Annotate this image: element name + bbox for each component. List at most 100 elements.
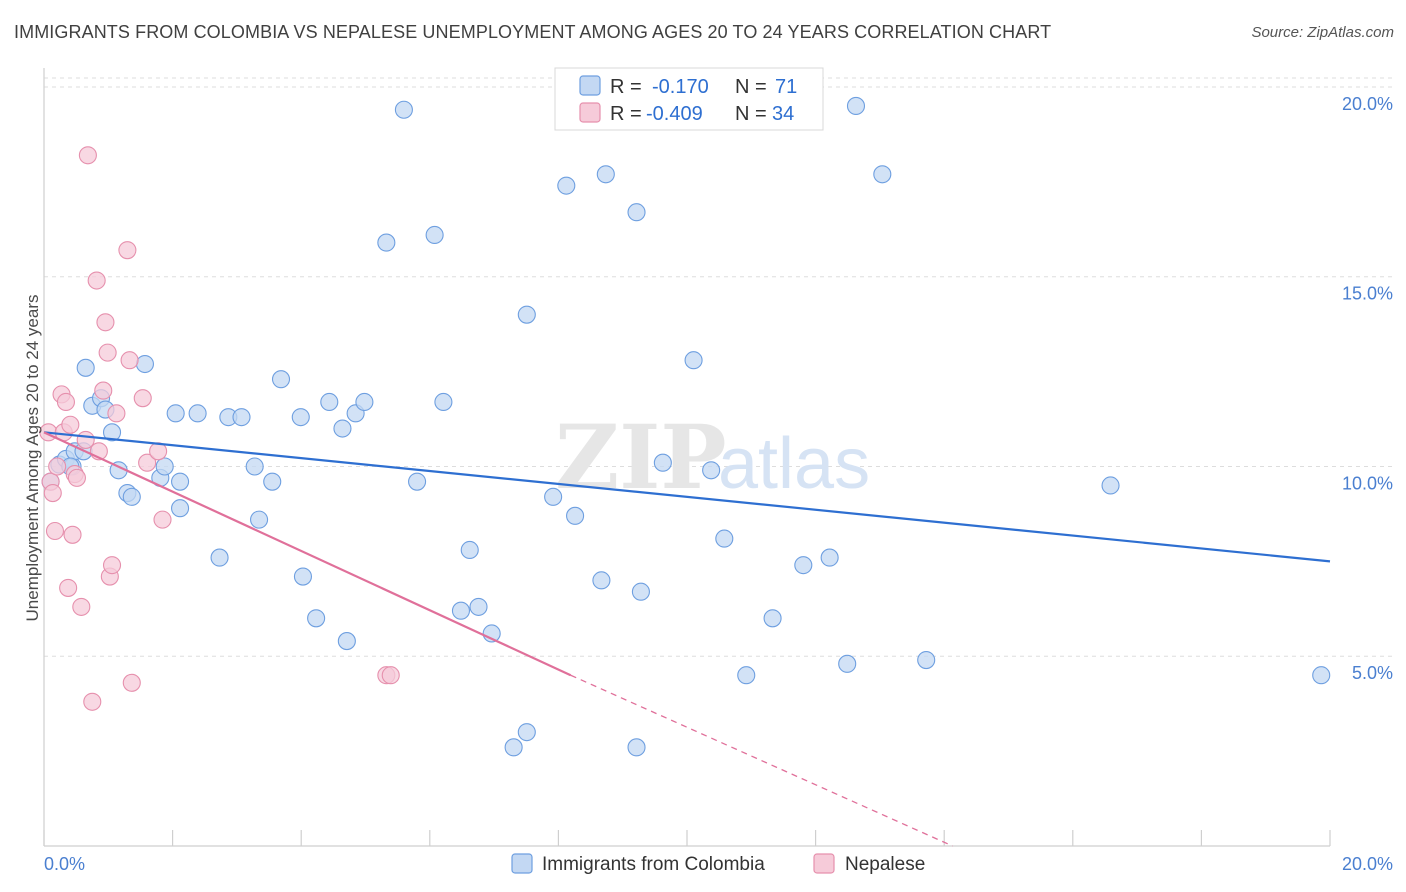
point-nepalese xyxy=(59,578,78,597)
trend-line-colombia xyxy=(43,431,1331,563)
point-nepalese xyxy=(96,313,115,332)
trend-lines xyxy=(43,431,1331,847)
correlation-legend: R = -0.170 N = 71 R = -0.409 N = 34 xyxy=(554,67,824,131)
point-nepalese xyxy=(67,468,86,487)
point-nepalese xyxy=(61,415,80,434)
bottom-legend-swatch-blue xyxy=(511,853,533,874)
point-colombia xyxy=(544,487,563,506)
point-colombia xyxy=(846,96,866,116)
bottom-legend-label-2: Nepalese xyxy=(845,854,925,875)
point-colombia xyxy=(820,548,839,567)
legend-r-label-1: R = xyxy=(610,76,642,98)
point-nepalese xyxy=(94,381,113,400)
point-colombia xyxy=(337,632,356,651)
point-colombia xyxy=(557,176,576,195)
point-nepalese xyxy=(78,146,97,165)
point-colombia xyxy=(232,408,251,427)
point-colombia xyxy=(627,738,646,757)
legend-r-value-2: -0.409 xyxy=(646,103,703,125)
point-colombia xyxy=(307,609,326,628)
point-colombia xyxy=(333,419,352,438)
point-colombia xyxy=(245,457,264,476)
point-colombia xyxy=(592,571,611,590)
point-colombia xyxy=(469,597,488,616)
watermark-zip: ZIP xyxy=(555,405,727,509)
point-colombia xyxy=(653,453,672,472)
point-nepalese xyxy=(153,510,172,529)
legend-n-label-2: N = xyxy=(735,103,767,125)
series-nepalese-points xyxy=(39,146,400,711)
point-colombia xyxy=(631,582,650,601)
point-colombia xyxy=(171,499,190,518)
point-nepalese xyxy=(45,521,65,541)
point-nepalese xyxy=(138,453,157,472)
y-tick-label: 5.0% xyxy=(1352,663,1393,683)
point-colombia xyxy=(702,461,721,480)
legend-r-value-1: -0.170 xyxy=(652,76,709,98)
point-nepalese xyxy=(83,692,102,711)
point-colombia xyxy=(434,392,453,412)
point-colombia xyxy=(627,203,646,222)
bottom-legend-swatch-pink xyxy=(813,853,835,874)
point-nepalese xyxy=(107,404,126,423)
legend-n-label-1: N = xyxy=(735,76,767,98)
watermark-atlas: atlas xyxy=(718,424,870,504)
point-nepalese xyxy=(122,673,141,692)
chart-title: IMMIGRANTS FROM COLOMBIA VS NEPALESE UNE… xyxy=(14,22,1052,42)
point-colombia xyxy=(135,354,154,374)
point-colombia xyxy=(504,738,523,757)
point-colombia xyxy=(408,472,427,491)
point-nepalese xyxy=(56,392,75,412)
point-nepalese xyxy=(120,351,139,370)
point-colombia xyxy=(1312,666,1331,685)
point-nepalese xyxy=(72,597,91,616)
point-nepalese xyxy=(43,484,62,503)
point-colombia xyxy=(263,472,282,491)
point-colombia xyxy=(838,654,857,673)
point-colombia xyxy=(377,233,396,252)
bottom-legend-label-1: Immigrants from Colombia xyxy=(542,854,765,875)
trend-line-nepalese-extension xyxy=(570,674,953,847)
x-tick-label-min: 0.0% xyxy=(44,854,85,874)
trend-line-nepalese xyxy=(43,431,572,677)
point-colombia xyxy=(102,423,122,442)
point-colombia xyxy=(166,404,185,423)
point-colombia xyxy=(566,506,585,525)
point-colombia xyxy=(425,225,444,245)
point-colombia xyxy=(188,404,207,423)
point-colombia xyxy=(794,556,813,575)
point-colombia xyxy=(293,567,313,586)
x-tick-label-max: 20.0% xyxy=(1342,854,1393,874)
point-nepalese xyxy=(48,457,67,476)
point-nepalese xyxy=(133,389,152,408)
point-colombia xyxy=(76,358,95,377)
point-colombia xyxy=(271,370,291,389)
point-colombia xyxy=(517,723,536,742)
point-colombia xyxy=(250,510,269,529)
source-label: Source: ZipAtlas.com xyxy=(1251,24,1394,41)
legend-swatch-pink xyxy=(579,102,601,123)
point-colombia xyxy=(171,472,190,491)
y-tick-label: 15.0% xyxy=(1342,284,1393,304)
point-colombia xyxy=(596,165,615,184)
point-colombia xyxy=(355,392,374,412)
point-nepalese xyxy=(98,343,117,362)
point-colombia xyxy=(715,529,734,548)
point-colombia xyxy=(517,305,536,324)
legend-n-value-2: 34 xyxy=(772,103,794,125)
point-nepalese xyxy=(87,271,106,290)
point-colombia xyxy=(684,351,703,370)
legend-n-value-1: 71 xyxy=(775,76,797,98)
point-colombia xyxy=(763,609,782,628)
gridlines xyxy=(44,77,1393,657)
point-nepalese xyxy=(381,666,400,685)
point-colombia xyxy=(320,392,339,412)
x-tick-marks xyxy=(43,830,1331,846)
point-nepalese xyxy=(118,241,137,260)
point-colombia xyxy=(873,165,892,184)
point-colombia xyxy=(122,487,141,506)
legend-r-label-2: R = xyxy=(610,103,642,125)
point-colombia xyxy=(210,548,229,567)
y-tick-labels: 5.0% 10.0% 15.0% 20.0% xyxy=(1342,94,1393,683)
point-colombia xyxy=(394,100,413,119)
